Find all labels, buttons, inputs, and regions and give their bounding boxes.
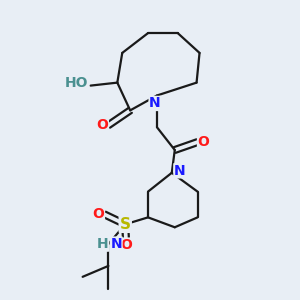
Text: O: O [198,135,209,149]
Text: S: S [120,217,131,232]
Text: O: O [93,207,104,221]
Text: O: O [120,238,132,252]
Text: H: H [97,237,108,251]
Text: N: N [110,237,122,251]
Text: O: O [97,118,108,132]
Text: N: N [149,96,161,110]
Text: HO: HO [65,76,88,90]
Text: N: N [174,164,185,178]
